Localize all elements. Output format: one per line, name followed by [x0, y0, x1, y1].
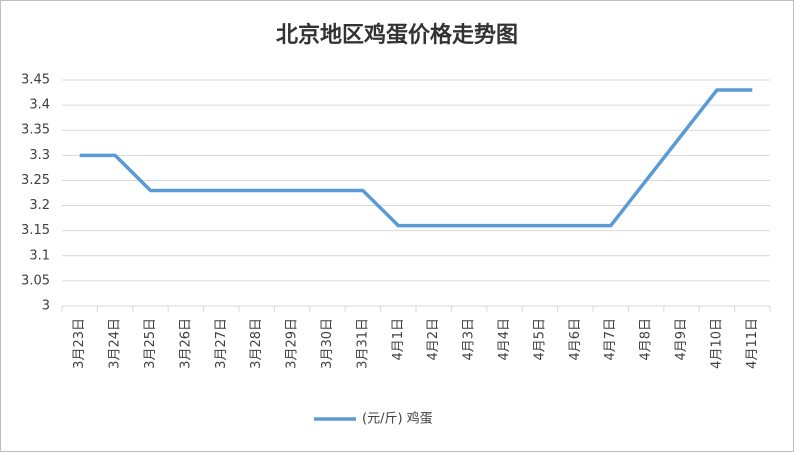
- x-tick-label: 4月11日: [745, 318, 760, 369]
- legend-label: (元/斤) 鸡蛋: [362, 411, 433, 427]
- x-tick-label: 4月4日: [497, 318, 512, 361]
- y-tick-label: 3.2: [29, 198, 50, 213]
- y-tick-label: 3.4: [29, 98, 50, 113]
- x-tick-label: 3月29日: [285, 318, 300, 369]
- y-tick-label: 3.35: [21, 123, 50, 138]
- x-tick-label: 3月23日: [72, 318, 87, 369]
- x-tick-label: 4月10日: [709, 318, 724, 369]
- chart-title: 北京地区鸡蛋价格走势图: [276, 22, 518, 48]
- x-tick-label: 4月7日: [603, 318, 618, 361]
- x-tick-label: 4月1日: [391, 318, 406, 361]
- x-tick-label: 3月31日: [355, 318, 370, 369]
- x-tick-label: 3月27日: [214, 318, 229, 369]
- y-tick-label: 3: [42, 299, 50, 314]
- y-tick-label: 3.45: [21, 73, 50, 88]
- x-tick-label: 4月2日: [426, 318, 441, 361]
- x-tick-label: 3月26日: [178, 318, 193, 369]
- x-tick-label: 4月5日: [532, 318, 547, 361]
- x-tick-label: 3月24日: [108, 318, 123, 369]
- x-tick-label: 4月9日: [674, 318, 689, 361]
- x-tick-label: 4月6日: [568, 318, 583, 361]
- y-tick-label: 3.05: [21, 273, 50, 288]
- x-tick-label: 4月8日: [639, 318, 654, 361]
- y-tick-label: 3.3: [29, 148, 50, 163]
- y-tick-label: 3.15: [21, 223, 50, 238]
- x-tick-label: 3月30日: [320, 318, 335, 369]
- x-tick-label: 3月25日: [143, 318, 158, 369]
- data-line: [79, 88, 753, 228]
- y-tick-label: 3.25: [21, 173, 50, 188]
- x-tick-label: 3月28日: [249, 318, 264, 369]
- y-tick-label: 3.1: [29, 248, 50, 263]
- x-tick-label: 4月3日: [462, 318, 477, 361]
